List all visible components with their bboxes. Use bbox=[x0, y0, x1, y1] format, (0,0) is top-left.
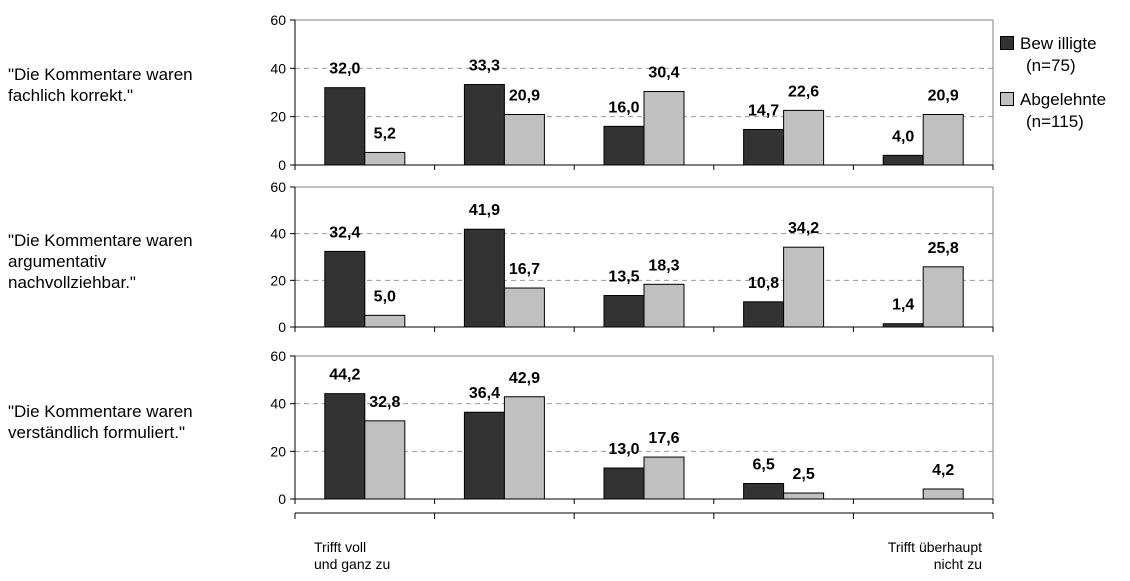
data-label: 10,8 bbox=[748, 275, 779, 292]
bar-bewilligte bbox=[743, 301, 785, 328]
panel-label-3: "Die Kommentare waren verständlich formu… bbox=[8, 402, 193, 442]
y-tick-label: 0 bbox=[278, 319, 286, 335]
y-tick-label: 60 bbox=[270, 179, 286, 195]
data-label: 36,4 bbox=[469, 385, 500, 402]
data-label: 5,2 bbox=[374, 125, 396, 142]
data-label: 16,7 bbox=[509, 261, 540, 278]
data-label: 32,0 bbox=[329, 61, 360, 78]
data-label: 32,8 bbox=[369, 394, 400, 411]
y-tick-label: 40 bbox=[270, 60, 286, 76]
x-category-last: Trifft überhaupt nicht zu bbox=[888, 539, 982, 573]
data-label: 4,0 bbox=[892, 128, 914, 145]
x-category-last-line-2: nicht zu bbox=[933, 556, 982, 572]
y-tick-label: 60 bbox=[270, 348, 286, 364]
legend-n-bewilligte: (n=75) bbox=[1026, 56, 1076, 75]
bar-abgelehnte bbox=[922, 488, 964, 500]
bar-bewilligte bbox=[463, 84, 505, 166]
bar-bewilligte bbox=[324, 87, 366, 166]
data-label: 13,5 bbox=[608, 269, 639, 286]
bar-bewilligte bbox=[324, 393, 366, 500]
legend-n-abgelehnte: (n=115) bbox=[1026, 112, 1084, 131]
legend-swatch-bewilligte bbox=[1000, 36, 1014, 50]
y-tick-label: 40 bbox=[270, 226, 286, 242]
x-category-first-line-2: und ganz zu bbox=[314, 556, 391, 572]
data-label: 1,4 bbox=[892, 297, 914, 314]
data-label: 22,6 bbox=[788, 83, 819, 100]
legend: Bew illigte (n=75) Abgelehnte (n=115) bbox=[1000, 33, 1106, 133]
data-label: 20,9 bbox=[928, 87, 959, 104]
data-label: 6,5 bbox=[752, 457, 774, 474]
bar-abgelehnte bbox=[922, 266, 964, 328]
data-label: 44,2 bbox=[329, 367, 360, 384]
bar-bewilligte bbox=[603, 125, 645, 166]
bar-abgelehnte bbox=[643, 456, 685, 500]
y-tick-label: 20 bbox=[270, 109, 286, 125]
y-tick-label: 0 bbox=[278, 491, 286, 507]
x-category-first: Trifft voll und ganz zu bbox=[314, 539, 390, 573]
bar-abgelehnte bbox=[364, 314, 406, 328]
bar-bewilligte bbox=[882, 154, 924, 166]
bar-abgelehnte bbox=[364, 151, 406, 166]
data-label: 13,0 bbox=[608, 441, 639, 458]
bar-bewilligte bbox=[743, 483, 785, 500]
y-tick-label: 60 bbox=[270, 12, 286, 28]
data-label: 2,5 bbox=[792, 466, 814, 483]
panel-label-1: "Die Kommentare waren fachlich korrekt." bbox=[8, 65, 193, 105]
data-label: 17,6 bbox=[648, 430, 679, 447]
data-label: 30,4 bbox=[648, 65, 679, 82]
data-label: 32,4 bbox=[329, 224, 360, 241]
y-tick-label: 20 bbox=[270, 443, 286, 459]
bar-bewilligte bbox=[603, 467, 645, 500]
data-label: 14,7 bbox=[748, 102, 779, 119]
bar-abgelehnte bbox=[783, 492, 825, 500]
bar-abgelehnte bbox=[783, 109, 825, 166]
bar-bewilligte bbox=[603, 295, 645, 328]
data-label: 25,8 bbox=[928, 240, 959, 257]
data-label: 42,9 bbox=[509, 370, 540, 387]
x-category-first-line-1: Trifft voll bbox=[314, 539, 367, 555]
data-label: 5,0 bbox=[374, 288, 396, 305]
bar-bewilligte bbox=[743, 128, 785, 166]
bar-abgelehnte bbox=[643, 91, 685, 166]
bar-bewilligte bbox=[324, 250, 366, 328]
legend-item-abgelehnte: Abgelehnte (n=115) bbox=[1000, 89, 1106, 133]
panel-label-2: "Die Kommentare waren argumentativ nachv… bbox=[8, 231, 193, 292]
bar-abgelehnte bbox=[503, 396, 545, 500]
bar-abgelehnte bbox=[503, 113, 545, 166]
data-label: 18,3 bbox=[648, 257, 679, 274]
data-label: 34,2 bbox=[788, 220, 819, 237]
y-tick-label: 40 bbox=[270, 396, 286, 412]
data-label: 33,3 bbox=[469, 58, 500, 75]
data-label: 41,9 bbox=[469, 202, 500, 219]
bar-abgelehnte bbox=[922, 113, 964, 166]
bar-abgelehnte bbox=[783, 246, 825, 328]
y-tick-label: 0 bbox=[278, 157, 286, 173]
bar-abgelehnte bbox=[364, 420, 406, 500]
bar-abgelehnte bbox=[643, 283, 685, 328]
bar-bewilligte bbox=[463, 411, 505, 500]
data-label: 16,0 bbox=[608, 99, 639, 116]
bar-bewilligte bbox=[463, 228, 505, 328]
legend-swatch-abgelehnte bbox=[1000, 92, 1014, 106]
legend-name-bewilligte: Bew illigte bbox=[1020, 34, 1097, 53]
bar-abgelehnte bbox=[503, 287, 545, 328]
bar-bewilligte bbox=[882, 323, 924, 328]
y-tick-label: 20 bbox=[270, 272, 286, 288]
x-category-last-line-1: Trifft überhaupt bbox=[887, 539, 982, 555]
legend-name-abgelehnte: Abgelehnte bbox=[1020, 90, 1107, 109]
data-label: 20,9 bbox=[509, 87, 540, 104]
data-label: 4,2 bbox=[932, 462, 954, 479]
legend-item-bewilligte: Bew illigte (n=75) bbox=[1000, 33, 1106, 77]
